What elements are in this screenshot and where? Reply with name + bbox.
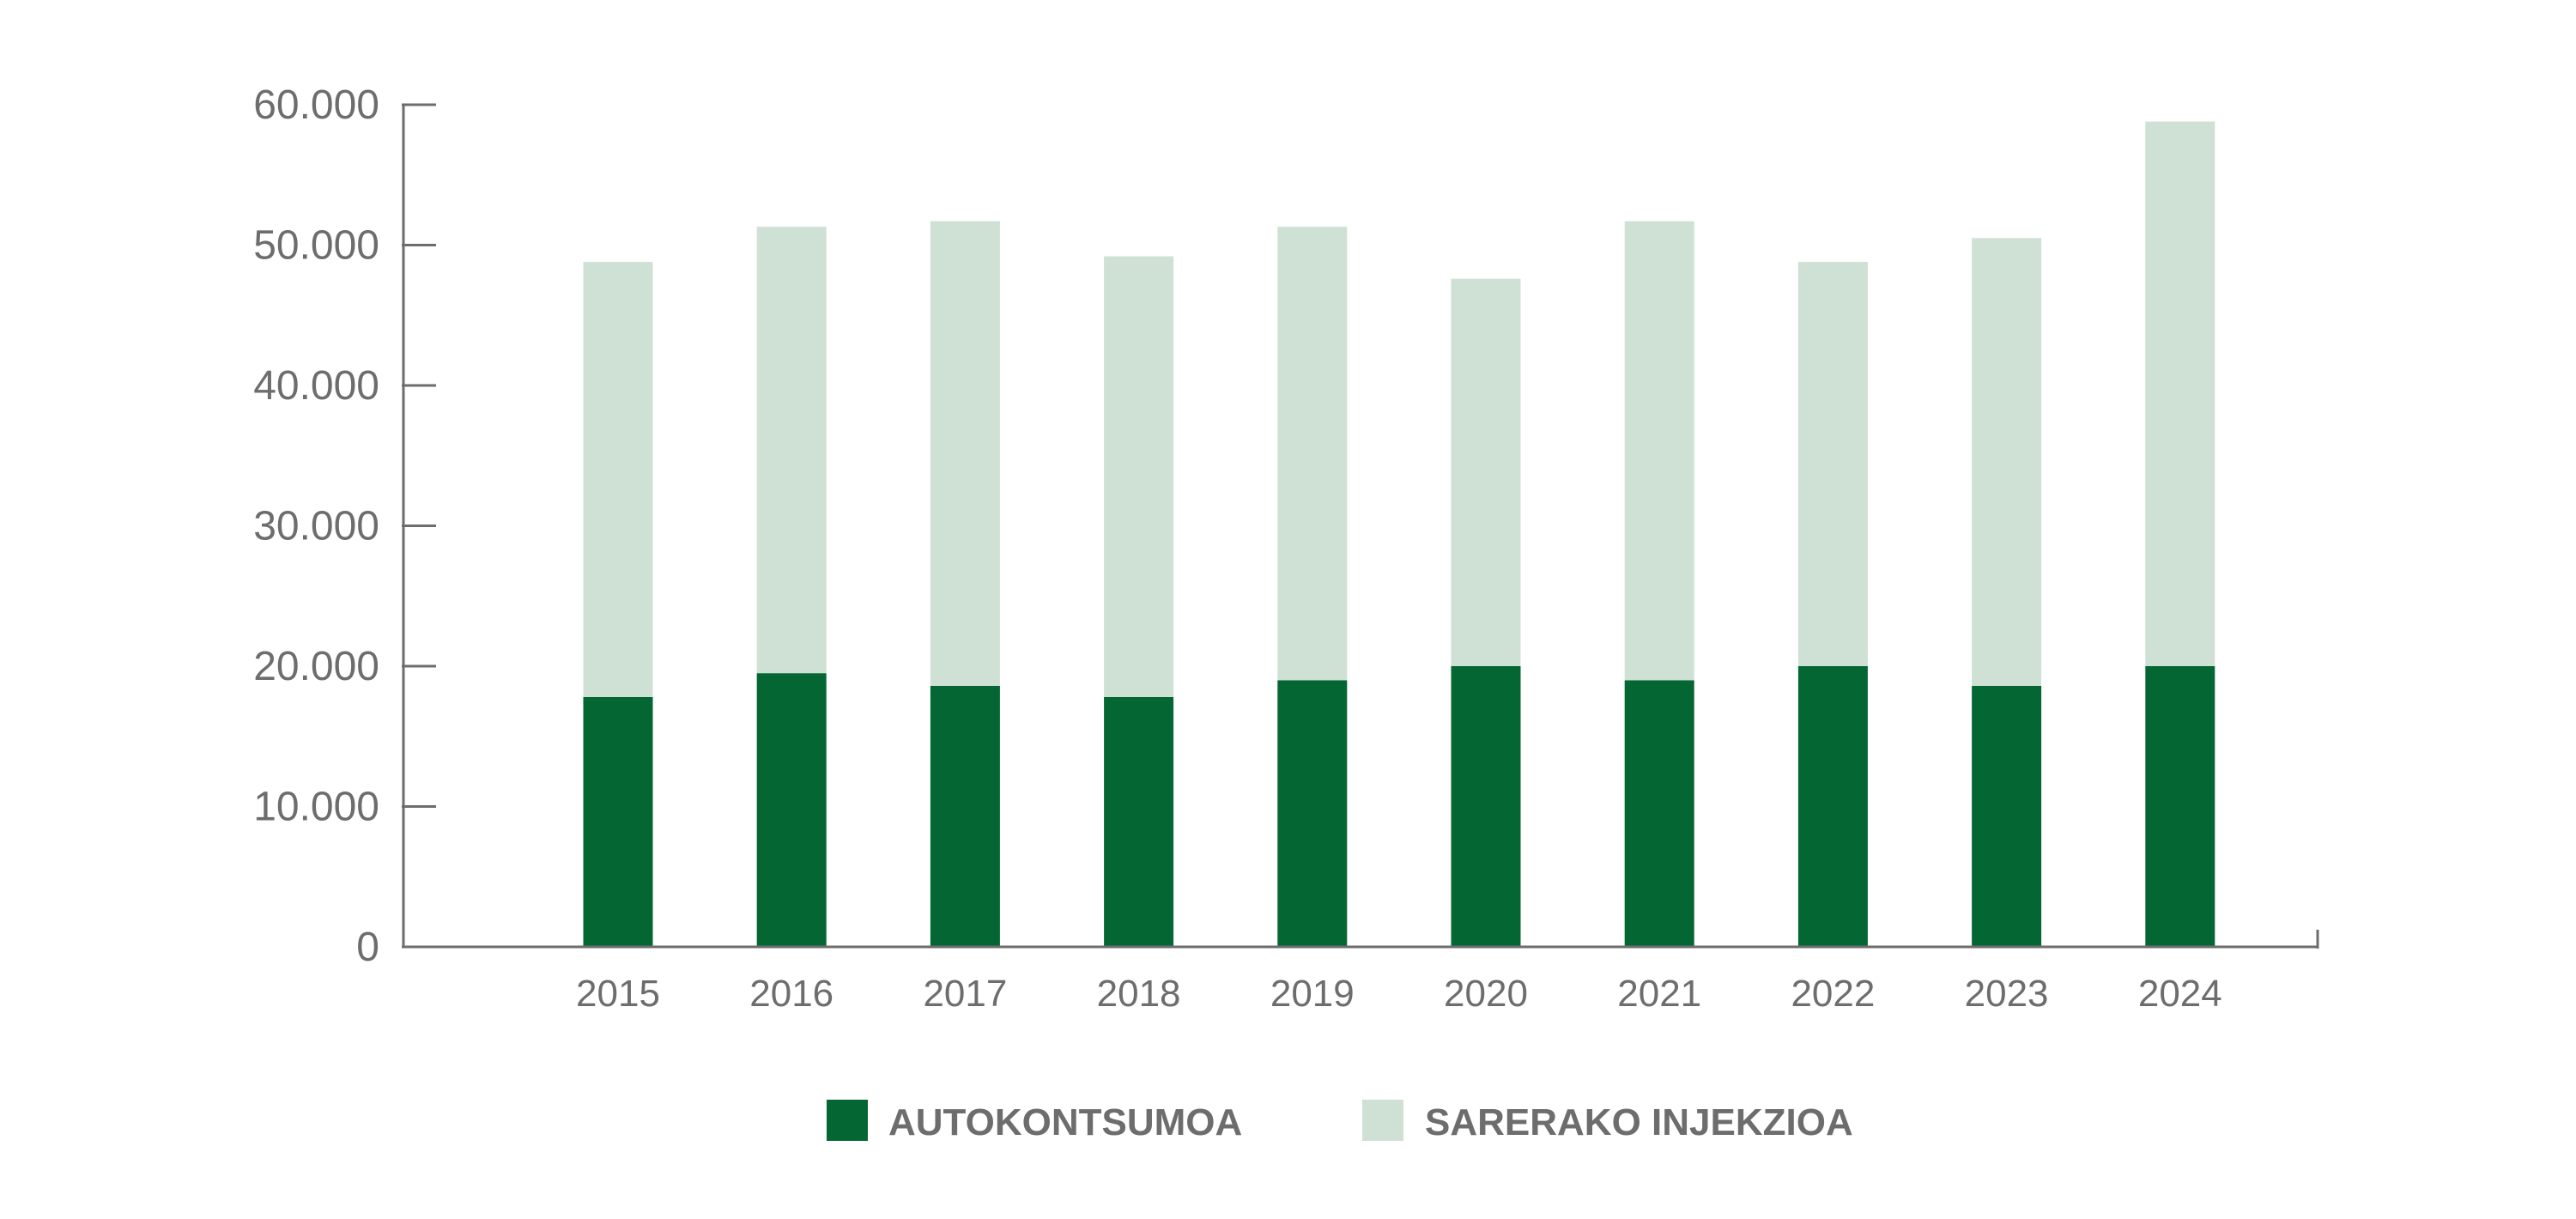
bar-2016-series-0: [756, 673, 827, 947]
y-tick-label-2: 20.000: [253, 644, 379, 689]
x-tick-label-2020: 2020: [1444, 973, 1528, 1015]
bar-2021-series-1: [1624, 221, 1694, 681]
bar-2015-series-1: [583, 262, 653, 697]
x-tick-label-2016: 2016: [749, 973, 833, 1015]
y-tick-label-1: 10.000: [253, 785, 379, 830]
x-tick-label-2015: 2015: [576, 973, 660, 1015]
bar-2020-series-1: [1451, 278, 1521, 666]
bar-2023-series-1: [1972, 238, 2042, 686]
bar-2017-series-0: [930, 685, 1000, 947]
y-tick-label-0: 0: [356, 925, 379, 970]
legend-item-1: SARERAKO INJEKZIOA: [1362, 1100, 1853, 1143]
x-tick-label-2021: 2021: [1617, 973, 1701, 1015]
bar-2024-series-1: [2145, 121, 2215, 667]
y-tick-label-6: 60.000: [253, 82, 379, 128]
bar-2021-series-0: [1624, 680, 1694, 947]
bar-2020-series-0: [1451, 666, 1521, 947]
x-tick-label-2023: 2023: [1965, 973, 2049, 1015]
x-tick-label-2019: 2019: [1270, 973, 1355, 1015]
bar-2022-series-0: [1797, 666, 1868, 947]
bar-2017-series-1: [930, 221, 1000, 686]
bar-2016-series-1: [756, 227, 827, 674]
bar-2019-series-1: [1277, 227, 1348, 681]
bar-2024-series-0: [2145, 666, 2215, 947]
bars-layer: [583, 121, 2215, 947]
labels-layer: 0 10.000 20.000 30.000 40.000 50.000 60.000 201…: [253, 82, 2222, 1015]
legend-label-1: SARERAKO INJEKZIOA: [1425, 1101, 1853, 1143]
legend: AUTOKONTSUMOA SARERAKO INJEKZIOA: [827, 1100, 1853, 1143]
bar-2022-series-1: [1797, 262, 1868, 666]
x-tick-label-2017: 2017: [923, 973, 1007, 1015]
x-tick-label-2022: 2022: [1791, 973, 1875, 1015]
axes-layer: [402, 103, 2319, 949]
y-tick-label-5: 50.000: [253, 223, 379, 269]
bar-2018-series-1: [1104, 256, 1174, 698]
x-tick-label-2024: 2024: [2138, 973, 2222, 1015]
bar-2015-series-0: [583, 697, 653, 947]
y-tick-label-3: 30.000: [253, 504, 379, 549]
legend-swatch-1: [1362, 1100, 1403, 1141]
bar-2018-series-0: [1104, 697, 1174, 947]
bar-2023-series-0: [1972, 685, 2042, 947]
x-tick-label-2018: 2018: [1097, 973, 1181, 1015]
bar-2019-series-0: [1277, 680, 1348, 947]
legend-label-0: AUTOKONTSUMOA: [888, 1101, 1242, 1143]
legend-swatch-0: [827, 1100, 868, 1141]
y-tick-label-4: 40.000: [253, 363, 379, 409]
legend-item-0: AUTOKONTSUMOA: [827, 1100, 1242, 1143]
